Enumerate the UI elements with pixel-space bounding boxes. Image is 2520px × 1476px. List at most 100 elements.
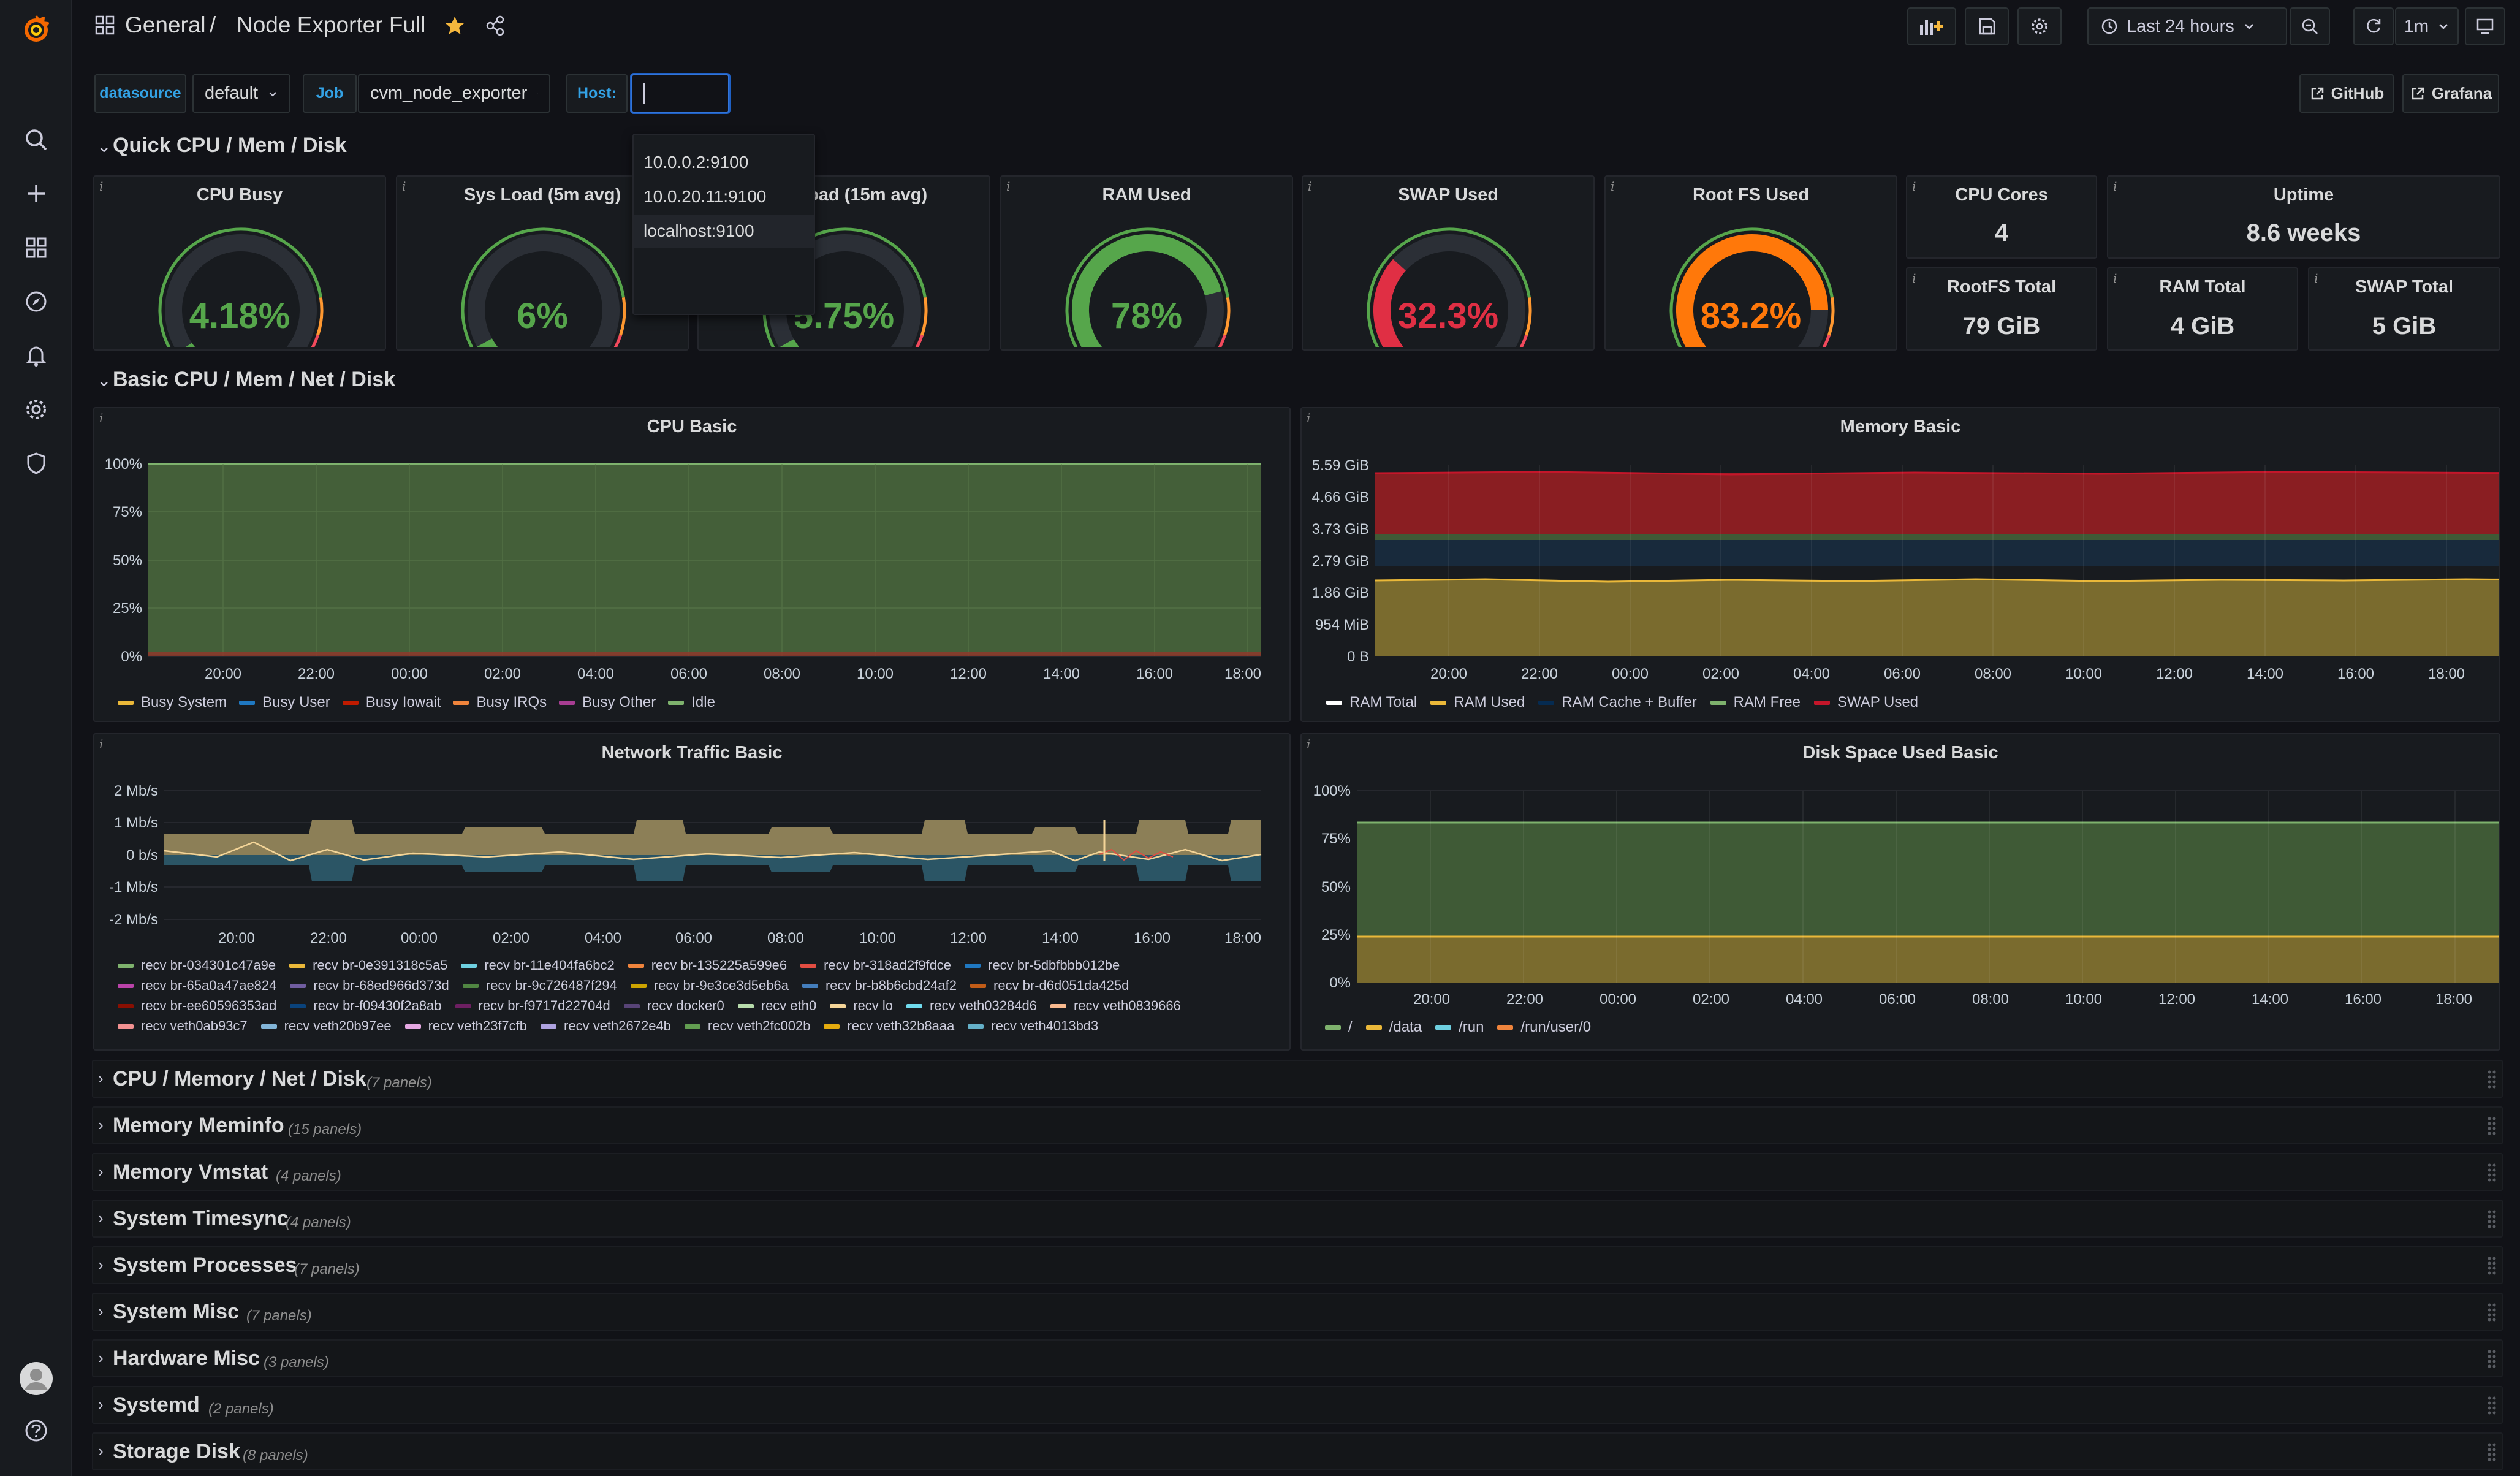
timeseries-panel-disk-space-basic[interactable]: i Disk Space Used Basic 100% 75% 50% 25%… <box>1300 733 2500 1051</box>
legend-item[interactable]: recv docker0 <box>623 998 724 1014</box>
legend-item[interactable]: Busy System <box>118 694 227 711</box>
collapsed-row[interactable]: › System Misc (7 panels) <box>92 1293 2503 1331</box>
explore-compass-icon[interactable] <box>23 288 50 315</box>
stat-panel-swap-total[interactable]: i SWAP Total 5 GiB <box>2308 267 2500 351</box>
collapsed-row[interactable]: › Memory Vmstat (4 panels) <box>92 1153 2503 1191</box>
legend-item[interactable]: recv br-b8b6cbd24af2 <box>802 978 957 994</box>
drag-handle-icon[interactable] <box>2486 1301 2498 1325</box>
job-select[interactable]: cvm_node_exporter <box>358 74 550 113</box>
timeseries-panel-memory-basic[interactable]: i Memory Basic 5.59 GiB 4.66 GiB 3.73 Gi… <box>1300 407 2500 722</box>
legend-item[interactable]: recv br-d6d051da425d <box>970 978 1129 994</box>
legend-item[interactable]: recv veth2672e4b <box>541 1018 671 1034</box>
collapsed-row[interactable]: › Hardware Misc (3 panels) <box>92 1339 2503 1377</box>
legend-item[interactable]: recv br-034301c47a9e <box>118 957 276 973</box>
dashboard-title[interactable]: Node Exporter Full <box>237 12 426 37</box>
info-icon[interactable]: i <box>2314 271 2318 286</box>
row-collapse-chevron-icon[interactable]: ⌄ <box>97 137 112 156</box>
alerting-bell-icon[interactable] <box>23 342 50 369</box>
legend-item[interactable]: Busy IRQs <box>453 694 547 711</box>
drag-handle-icon[interactable] <box>2486 1068 2498 1092</box>
legend-item[interactable]: RAM Total <box>1326 694 1417 711</box>
legend-item[interactable]: recv br-f09430f2a8ab <box>290 998 442 1014</box>
user-avatar[interactable] <box>20 1362 53 1395</box>
legend-item[interactable]: recv br-9e3ce3d5eb6a <box>630 978 789 994</box>
gauge-panel-swap-used[interactable]: i SWAP Used 32.3% <box>1302 175 1595 351</box>
legend-item[interactable]: recv veth03284d6 <box>906 998 1037 1014</box>
zoom-out-button[interactable] <box>2290 7 2330 45</box>
legend-item[interactable]: recv veth4013bd3 <box>968 1018 1098 1034</box>
legend-item[interactable]: recv br-68ed966d373d <box>290 978 449 994</box>
info-icon[interactable]: i <box>402 179 406 194</box>
info-icon[interactable]: i <box>99 411 104 425</box>
legend-item[interactable]: /data <box>1365 1019 1422 1036</box>
configuration-gear-icon[interactable] <box>23 396 50 423</box>
info-icon[interactable]: i <box>1308 179 1312 194</box>
github-link-button[interactable]: GitHub <box>2299 74 2394 113</box>
refresh-interval-picker[interactable]: 1m <box>2395 7 2459 45</box>
help-question-icon[interactable] <box>23 1417 50 1444</box>
legend-item[interactable]: recv veth20b97ee <box>260 1018 392 1034</box>
legend-item[interactable]: recv br-135225a599e6 <box>628 957 787 973</box>
row-collapse-chevron-icon[interactable]: ⌄ <box>97 371 112 390</box>
info-icon[interactable]: i <box>1912 179 1916 194</box>
collapsed-row[interactable]: › System Processes (7 panels) <box>92 1246 2503 1284</box>
legend-item[interactable]: recv eth0 <box>737 998 816 1014</box>
collapsed-row[interactable]: › CPU / Memory / Net / Disk (7 panels) <box>92 1060 2503 1098</box>
legend-item[interactable]: recv lo <box>830 998 893 1014</box>
legend-item[interactable]: recv br-f9717d22704d <box>455 998 610 1014</box>
collapsed-row[interactable]: › Storage Disk (8 panels) <box>92 1432 2503 1470</box>
gauge-panel-cpu-busy[interactable]: i CPU Busy 4.18% <box>93 175 386 351</box>
grafana-link-button[interactable]: Grafana <box>2402 74 2499 113</box>
refresh-button[interactable] <box>2353 7 2394 45</box>
collapsed-row[interactable]: › Systemd (2 panels) <box>92 1386 2503 1424</box>
drag-handle-icon[interactable] <box>2486 1348 2498 1371</box>
timeseries-panel-cpu-basic[interactable]: i CPU Basic 100% 75% 50% 25% 0% 20:00 22… <box>93 407 1291 722</box>
legend-item[interactable]: recv br-9c726487f294 <box>462 978 617 994</box>
info-icon[interactable]: i <box>1307 737 1311 751</box>
drag-handle-icon[interactable] <box>2486 1162 2498 1185</box>
info-icon[interactable]: i <box>1912 271 1916 286</box>
info-icon[interactable]: i <box>1611 179 1615 194</box>
drag-handle-icon[interactable] <box>2486 1208 2498 1231</box>
legend-item[interactable]: recv br-0e391318c5a5 <box>289 957 447 973</box>
host-option[interactable]: 10.0.0.2:9100 <box>643 153 749 172</box>
legend-item[interactable]: RAM Used <box>1430 694 1525 711</box>
legend-item[interactable]: recv veth0ab93c7 <box>118 1018 248 1034</box>
info-icon[interactable]: i <box>1307 411 1311 425</box>
legend-item[interactable]: /run/user/0 <box>1497 1019 1591 1036</box>
collapsed-row[interactable]: › Memory Meminfo (15 panels) <box>92 1106 2503 1144</box>
legend-item[interactable]: recv veth23f7cfb <box>404 1018 527 1034</box>
drag-handle-icon[interactable] <box>2486 1255 2498 1278</box>
timeseries-panel-network-basic[interactable]: i Network Traffic Basic 2 Mb/s 1 Mb/s 0 … <box>93 733 1291 1051</box>
legend-item[interactable]: recv veth32b8aaa <box>824 1018 954 1034</box>
info-icon[interactable]: i <box>1006 179 1011 194</box>
row-title-basic[interactable]: Basic CPU / Mem / Net / Disk <box>113 368 396 391</box>
legend-item[interactable]: recv br-ee60596353ad <box>118 998 276 1014</box>
legend-item[interactable]: recv veth0839666 <box>1050 998 1181 1014</box>
legend-item[interactable]: / <box>1325 1019 1353 1036</box>
legend-item[interactable]: recv veth2fc002b <box>684 1018 810 1034</box>
info-icon[interactable]: i <box>2113 179 2117 194</box>
time-range-picker[interactable]: Last 24 hours <box>2087 7 2287 45</box>
stat-panel-cpu-cores[interactable]: i CPU Cores 4 <box>1906 175 2097 259</box>
drag-handle-icon[interactable] <box>2486 1115 2498 1138</box>
legend-item[interactable]: recv br-5dbfbbb012be <box>965 957 1120 973</box>
legend-item[interactable]: Idle <box>668 694 715 711</box>
info-icon[interactable]: i <box>99 179 104 194</box>
legend-item[interactable]: SWAP Used <box>1813 694 1918 711</box>
drag-handle-icon[interactable] <box>2486 1394 2498 1418</box>
add-panel-button[interactable] <box>1907 7 1956 45</box>
gauge-panel-ram-used[interactable]: i RAM Used 78% <box>1000 175 1293 351</box>
drag-handle-icon[interactable] <box>2486 1441 2498 1464</box>
breadcrumb-folder[interactable]: General <box>125 12 206 37</box>
star-favorite-icon[interactable] <box>444 15 466 37</box>
legend-item[interactable]: /run <box>1435 1019 1484 1036</box>
stat-panel-uptime[interactable]: i Uptime 8.6 weeks <box>2107 175 2500 259</box>
legend-item[interactable]: RAM Free <box>1710 694 1801 711</box>
legend-item[interactable]: recv br-11e404fa6bc2 <box>461 957 615 973</box>
collapsed-row[interactable]: › System Timesync (4 panels) <box>92 1200 2503 1238</box>
search-icon[interactable] <box>23 126 50 153</box>
stat-panel-ram-total[interactable]: i RAM Total 4 GiB <box>2107 267 2298 351</box>
legend-item[interactable]: recv br-65a0a47ae824 <box>118 978 276 994</box>
host-option-highlighted[interactable]: localhost:9100 <box>634 215 814 248</box>
